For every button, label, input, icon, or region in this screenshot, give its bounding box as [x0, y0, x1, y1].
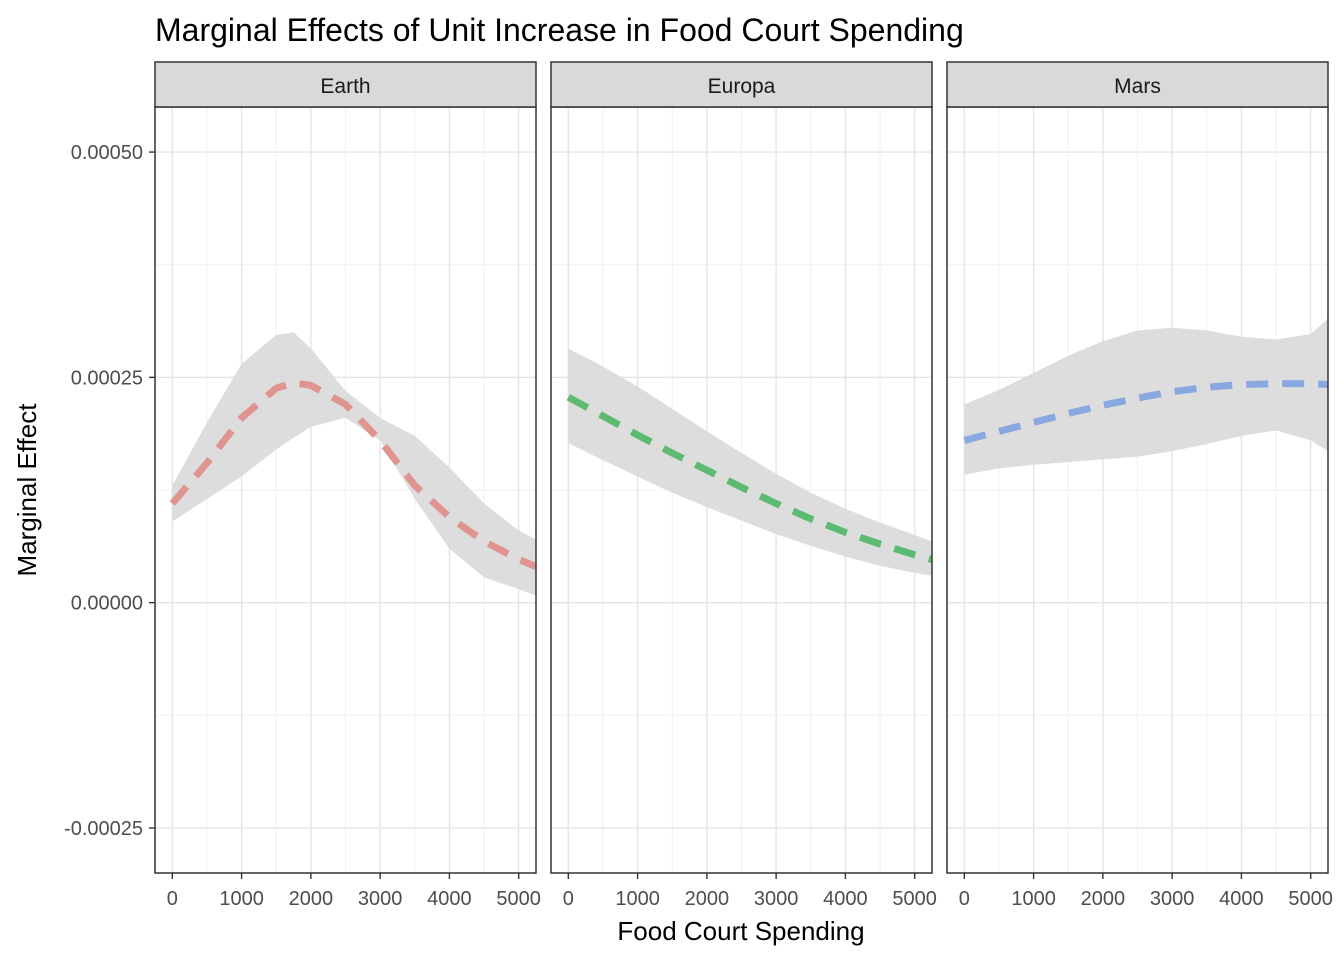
confidence-band — [568, 348, 932, 576]
x-tick-label: 4000 — [1219, 888, 1264, 910]
x-axis-europa: 0 1000 2000 3000 4000 5000 — [563, 873, 937, 910]
y-axis: 0.00050 0.00025 0.00000 -0.00025 — [64, 142, 155, 840]
facet-strip — [550, 61, 933, 108]
x-tick-label: 4000 — [823, 888, 868, 910]
x-tick-label: 5000 — [1288, 888, 1333, 910]
x-tick-label: 5000 — [496, 888, 541, 910]
x-tick-label: 0 — [959, 888, 970, 910]
y-tick-label: 0.00050 — [71, 142, 143, 164]
chart-title: Marginal Effects of Unit Increase in Foo… — [155, 12, 964, 48]
facet-strip-label: Europa — [708, 75, 776, 98]
y-tick-label: -0.00025 — [64, 818, 143, 840]
x-tick-label: 2000 — [685, 888, 730, 910]
y-tick-label: 0.00000 — [71, 593, 143, 615]
series-line — [963, 380, 1328, 444]
x-tick-label: 4000 — [427, 888, 472, 910]
x-axis-title: Food Court Spending — [617, 916, 864, 946]
panel-europa: Europa — [550, 61, 933, 874]
x-tick-label: 3000 — [1150, 888, 1195, 910]
x-tick-label: 0 — [167, 888, 178, 910]
panel-earth: Earth — [154, 61, 537, 874]
x-tick-label: 0 — [563, 888, 574, 910]
x-tick-label: 3000 — [754, 888, 799, 910]
facet-strip — [946, 61, 1329, 108]
series-line — [566, 394, 932, 563]
x-tick-label: 5000 — [892, 888, 937, 910]
x-axis-mars: 0 1000 2000 3000 4000 5000 — [959, 873, 1333, 910]
x-tick-label: 2000 — [1081, 888, 1126, 910]
facet-strip-label: Mars — [1114, 75, 1161, 98]
facet-strip — [154, 61, 537, 108]
x-tick-label: 3000 — [358, 888, 403, 910]
y-axis-title: Marginal Effect — [12, 403, 42, 577]
x-tick-label: 1000 — [615, 888, 660, 910]
x-tick-label: 2000 — [289, 888, 334, 910]
x-axis-earth: 0 1000 2000 3000 4000 5000 — [167, 873, 541, 910]
panel-mars: Mars — [946, 61, 1329, 874]
y-tick-label: 0.00025 — [71, 367, 143, 389]
series-line — [169, 379, 536, 570]
x-axes: 0 1000 2000 3000 4000 5000 0 1000 2000 3000 4000 50… — [167, 873, 1333, 910]
x-tick-label: 1000 — [219, 888, 264, 910]
x-tick-label: 1000 — [1011, 888, 1056, 910]
facet-strip-label: Earth — [320, 75, 370, 98]
panels-group: Earth Europa Mars — [154, 61, 1329, 874]
confidence-band — [172, 332, 536, 596]
